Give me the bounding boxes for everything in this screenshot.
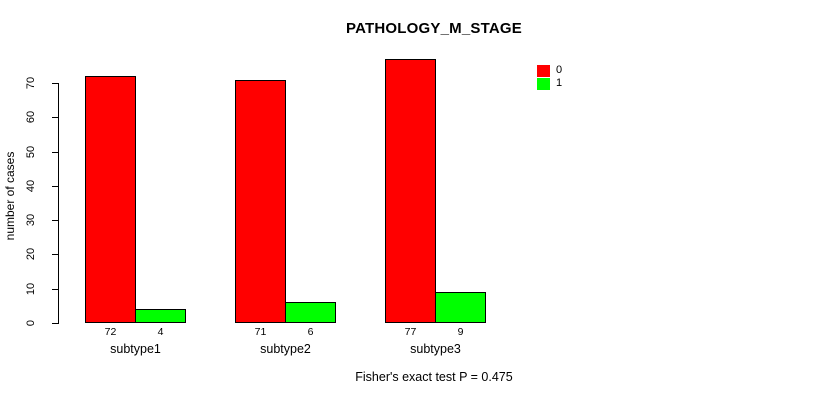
bar-subtype3-series0 [385, 59, 436, 323]
legend-swatch [537, 64, 550, 77]
y-tick-label: 20 [25, 248, 37, 261]
y-tick-label: 10 [25, 282, 37, 295]
y-tick-label: 60 [25, 111, 37, 124]
bar-subtype1-series0 [85, 76, 136, 323]
y-tick-label: 30 [25, 214, 37, 227]
y-tick-label: 50 [25, 145, 37, 158]
bar-value-label: 72 [104, 326, 117, 338]
bar-value-label: 77 [404, 326, 417, 338]
y-tick-label: 0 [25, 319, 37, 327]
y-tick [52, 151, 58, 153]
y-tick [52, 323, 58, 324]
y-axis-line [58, 83, 59, 324]
bar-value-label: 6 [307, 326, 314, 338]
y-tick [52, 83, 58, 84]
legend-label: 1 [556, 77, 563, 89]
bar-subtype1-series1 [135, 309, 186, 323]
x-category-label: subtype1 [110, 342, 161, 356]
x-category-label: subtype3 [410, 342, 461, 356]
x-category-label: subtype2 [260, 342, 311, 356]
bar-value-label: 71 [254, 326, 267, 338]
bar-subtype2-series0 [235, 79, 286, 323]
legend-label: 0 [556, 64, 563, 76]
chart-title: PATHOLOGY_M_STAGE [346, 20, 522, 37]
y-tick [52, 254, 58, 256]
legend-entry: 1 [537, 77, 562, 90]
bar-value-label: 4 [157, 326, 164, 338]
legend-swatch [537, 77, 550, 90]
legend-entry: 0 [537, 64, 562, 77]
y-tick [52, 117, 58, 119]
y-tick [52, 288, 58, 290]
bar-subtype3-series1 [435, 292, 486, 323]
bar-value-label: 9 [457, 326, 464, 338]
y-tick [52, 185, 58, 187]
annotation-fisher-test: Fisher's exact test P = 0.475 [355, 370, 513, 384]
y-tick-label: 70 [25, 76, 37, 90]
bar-subtype2-series1 [285, 302, 336, 323]
y-tick [52, 220, 58, 222]
